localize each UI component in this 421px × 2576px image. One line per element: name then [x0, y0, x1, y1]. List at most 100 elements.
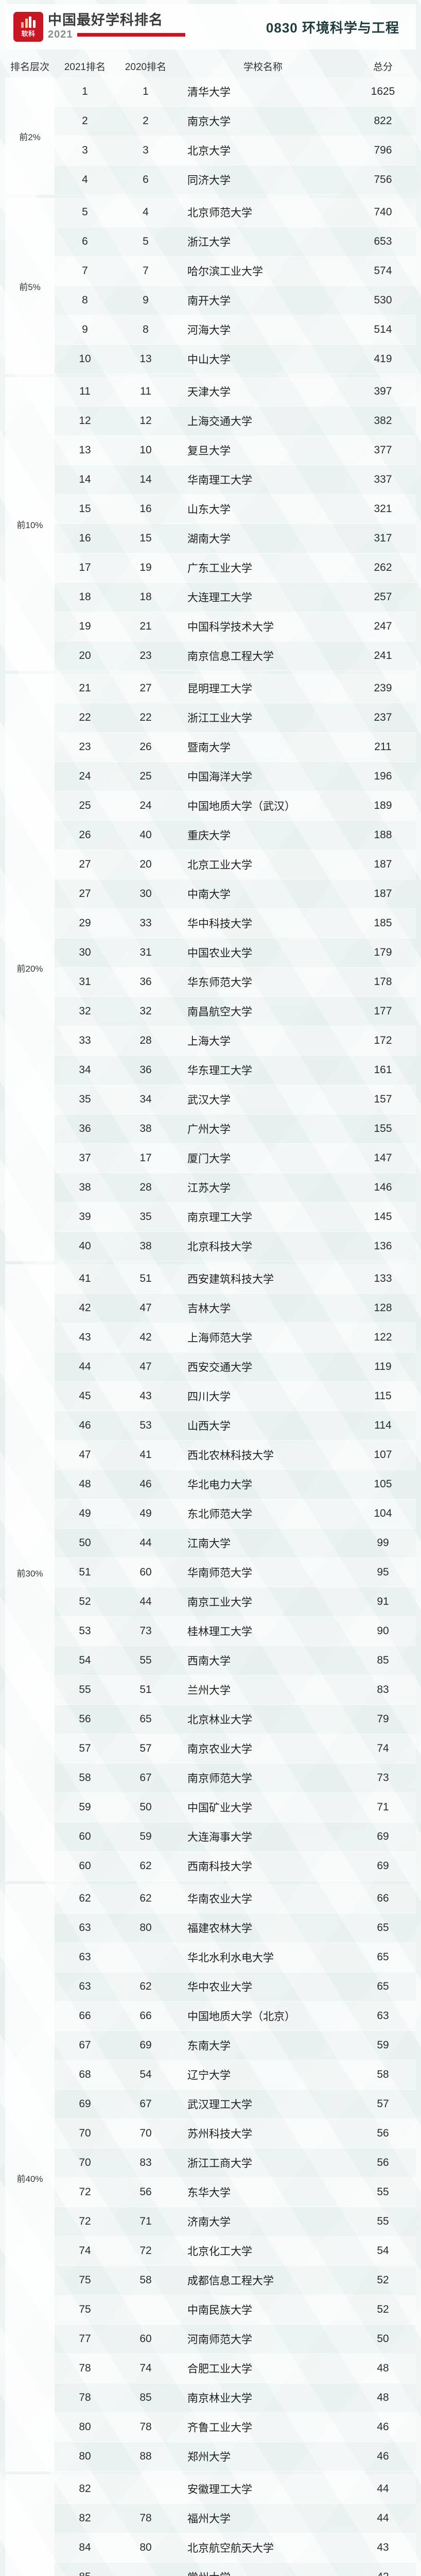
table-row[interactable]: 36 38 广州大学 155: [55, 1114, 416, 1144]
table-row[interactable]: 44 47 西安交通大学 119: [55, 1352, 416, 1382]
table-row[interactable]: 78 74 合肥工业大学 48: [55, 2354, 416, 2383]
table-row[interactable]: 74 72 北京化工大学 54: [55, 2236, 416, 2266]
cell-rank-2021: 11: [79, 385, 91, 397]
table-row[interactable]: 80 78 齐鲁工业大学 46: [55, 2413, 416, 2442]
table-row[interactable]: 4 6 同济大学 756: [55, 165, 416, 195]
table-row[interactable]: 45 43 四川大学 115: [55, 1382, 416, 1411]
table-row[interactable]: 25 24 中国地质大学（武汉） 189: [55, 791, 416, 821]
table-row[interactable]: 40 38 北京科技大学 136: [55, 1232, 416, 1261]
table-row[interactable]: 82 78 福州大学 44: [55, 2504, 416, 2533]
table-row[interactable]: 33 28 上海大学 172: [55, 1026, 416, 1056]
table-row[interactable]: 72 56 东华大学 55: [55, 2178, 416, 2207]
table-row[interactable]: 15 16 山东大学 321: [55, 495, 416, 524]
table-row[interactable]: 2 2 南京大学 822: [55, 107, 416, 136]
table-row[interactable]: 67 69 东南大学 59: [55, 2031, 416, 2060]
table-row[interactable]: 47 41 西北农林科技大学 107: [55, 1440, 416, 1470]
tier-rows: 5 4 北京师范大学 740 6 5 浙江大学 653 7 7 哈尔滨工业大学 574 8 9 南开大学 53…: [55, 198, 416, 374]
table-row[interactable]: 9 8 河海大学 514: [55, 315, 416, 345]
cell-score: 740: [374, 206, 392, 218]
table-row[interactable]: 6 5 浙江大学 653: [55, 227, 416, 257]
cell-school-name: 山西大学: [187, 1420, 231, 1432]
table-row[interactable]: 26 40 重庆大学 188: [55, 821, 416, 850]
table-row[interactable]: 22 22 浙江工业大学 237: [55, 703, 416, 733]
table-row[interactable]: 42 47 吉林大学 128: [55, 1294, 416, 1323]
table-row[interactable]: 58 67 南京师范大学 73: [55, 1764, 416, 1793]
table-row[interactable]: 17 19 广东工业大学 262: [55, 553, 416, 583]
table-row[interactable]: 41 51 西安建筑科技大学 133: [55, 1264, 416, 1294]
cell-rank-2020: 30: [139, 888, 152, 900]
table-row[interactable]: 75 58 成都信息工程大学 52: [55, 2266, 416, 2295]
table-row[interactable]: 3 3 北京大学 796: [55, 136, 416, 165]
table-row[interactable]: 60 62 西南科技大学 69: [55, 1852, 416, 1881]
brand-block: 软科 中国最好学科排名 2021: [5, 12, 185, 42]
table-row[interactable]: 51 60 华南师范大学 95: [55, 1558, 416, 1587]
cell-rank-2021: 63: [79, 1980, 91, 1992]
table-row[interactable]: 46 53 山西大学 114: [55, 1411, 416, 1440]
table-row[interactable]: 43 42 上海师范大学 122: [55, 1323, 416, 1352]
table-row[interactable]: 57 57 南京农业大学 74: [55, 1734, 416, 1764]
table-row[interactable]: 16 15 湖南大学 317: [55, 524, 416, 553]
table-row[interactable]: 56 65 北京林业大学 79: [55, 1705, 416, 1734]
table-row[interactable]: 20 23 南京信息工程大学 241: [55, 641, 416, 671]
table-row[interactable]: 39 35 南京理工大学 145: [55, 1202, 416, 1232]
table-row[interactable]: 85 常州大学42: [55, 2563, 416, 2576]
table-row[interactable]: 27 20 北京工业大学 187: [55, 850, 416, 879]
table-row[interactable]: 78 85 南京林业大学 48: [55, 2383, 416, 2413]
table-row[interactable]: 63 80 福建农林大学 65: [55, 1913, 416, 1943]
table-row[interactable]: 77 60 河南师范大学 50: [55, 2325, 416, 2354]
table-row[interactable]: 60 59 大连海事大学 69: [55, 1822, 416, 1852]
table-row[interactable]: 52 44 南京工业大学 91: [55, 1587, 416, 1617]
table-row[interactable]: 48 46 华北电力大学 105: [55, 1470, 416, 1499]
table-row[interactable]: 29 33 华中科技大学 185: [55, 909, 416, 938]
table-row[interactable]: 84 80 北京航空航天大学 43: [55, 2533, 416, 2563]
table-row[interactable]: 80 88 郑州大学 46: [55, 2442, 416, 2471]
table-row[interactable]: 35 34 武汉大学 157: [55, 1085, 416, 1114]
table-row[interactable]: 54 55 西南大学 85: [55, 1646, 416, 1675]
table-row[interactable]: 66 66 中国地质大学（北京） 63: [55, 2002, 416, 2031]
table-row[interactable]: 10 13 中山大学 419: [55, 345, 416, 374]
table-row[interactable]: 1 1 清华大学 1625: [55, 77, 416, 107]
table-row[interactable]: 82 安徽理工大学 44: [55, 2475, 416, 2504]
table-row[interactable]: 8 9 南开大学 530: [55, 286, 416, 315]
cell-score: 74: [377, 1742, 389, 1754]
table-row[interactable]: 62 62 华南农业大学 66: [55, 1884, 416, 1913]
table-row[interactable]: 72 71 济南大学 55: [55, 2207, 416, 2236]
cell-rank-2020: 26: [139, 741, 152, 753]
table-row[interactable]: 5 4 北京师范大学 740: [55, 198, 416, 227]
table-row[interactable]: 21 27 昆明理工大学 239: [55, 674, 416, 703]
table-row[interactable]: 63 华北水利水电大学 65: [55, 1943, 416, 1972]
table-row[interactable]: 50 44 江南大学 99: [55, 1529, 416, 1558]
table-row[interactable]: 13 10 复旦大学 377: [55, 436, 416, 465]
table-row[interactable]: 70 83 浙江工商大学 56: [55, 2148, 416, 2178]
cell-rank-2021: 58: [79, 1772, 91, 1784]
table-row[interactable]: 19 21 中国科学技术大学 247: [55, 612, 416, 641]
table-row[interactable]: 69 67 武汉理工大学 57: [55, 2090, 416, 2119]
tier-band: 前10% 11 11 天津大学 397 12 12 上海交通大学 382 13 10 复旦大学 377 1…: [5, 377, 416, 671]
cell-school-name: 华北水利水电大学: [187, 1952, 274, 1964]
cell-school-name: 华东理工大学: [187, 1065, 252, 1077]
table-row[interactable]: 75 中南民族大学 52: [55, 2295, 416, 2325]
table-row[interactable]: 68 54 辽宁大学 58: [55, 2060, 416, 2090]
table-row[interactable]: 30 31 中国农业大学 179: [55, 938, 416, 968]
cell-rank-2021: 39: [79, 1211, 91, 1223]
table-row[interactable]: 34 36 华东理工大学 161: [55, 1056, 416, 1085]
table-row[interactable]: 12 12 上海交通大学 382: [55, 406, 416, 436]
table-row[interactable]: 18 18 大连理工大学 257: [55, 583, 416, 612]
table-row[interactable]: 23 26 暨南大学 211: [55, 733, 416, 762]
table-row[interactable]: 14 14 华南理工大学 337: [55, 465, 416, 495]
cell-rank-2020: 62: [139, 1980, 152, 1992]
table-row[interactable]: 24 25 中国海洋大学 196: [55, 762, 416, 791]
table-row[interactable]: 55 51 兰州大学 83: [55, 1675, 416, 1705]
table-row[interactable]: 63 62 华中农业大学 65: [55, 1972, 416, 2002]
table-row[interactable]: 32 32 南昌航空大学 177: [55, 997, 416, 1026]
table-row[interactable]: 38 28 江苏大学 146: [55, 1173, 416, 1202]
table-row[interactable]: 37 17 厦门大学 147: [55, 1144, 416, 1173]
table-row[interactable]: 70 70 苏州科技大学 56: [55, 2119, 416, 2148]
table-row[interactable]: 7 7 哈尔滨工业大学 574: [55, 257, 416, 286]
table-row[interactable]: 49 49 东北师范大学 104: [55, 1499, 416, 1529]
table-row[interactable]: 59 50 中国矿业大学 71: [55, 1793, 416, 1822]
table-row[interactable]: 27 30 中南大学 187: [55, 879, 416, 909]
table-row[interactable]: 31 36 华东师范大学 178: [55, 968, 416, 997]
table-row[interactable]: 11 11 天津大学 397: [55, 377, 416, 406]
table-row[interactable]: 53 73 桂林理工大学 90: [55, 1617, 416, 1646]
